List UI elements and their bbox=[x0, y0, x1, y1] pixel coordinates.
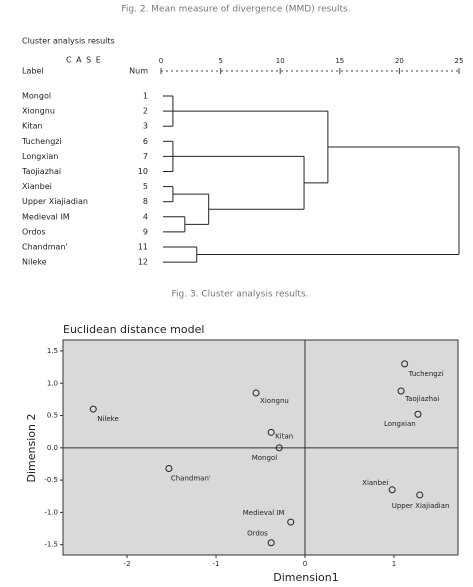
point-label: Taojiazhai bbox=[404, 395, 439, 403]
label-header: Label bbox=[22, 67, 44, 76]
leaf-label: Xianbei bbox=[22, 182, 52, 191]
x-tick-label: -1 bbox=[213, 560, 220, 568]
leaf-num: 3 bbox=[143, 122, 148, 131]
point bbox=[287, 518, 295, 526]
x-tick-label: 0 bbox=[159, 57, 163, 65]
point bbox=[89, 405, 97, 413]
point bbox=[401, 360, 409, 368]
leaf-num: 7 bbox=[143, 152, 148, 161]
leaf-label: Longxian bbox=[22, 152, 58, 161]
point-label: Medieval IM bbox=[243, 509, 285, 517]
leaf-num: 1 bbox=[143, 92, 148, 101]
point-label: Kitan bbox=[275, 432, 293, 440]
y-tick-label: -1.5 bbox=[44, 541, 58, 549]
dendrogram-title: Cluster analysis results bbox=[22, 37, 115, 46]
point-label: Upper Xiajiadian bbox=[392, 502, 450, 510]
leaf-label: Tuchengzi bbox=[21, 137, 62, 146]
leaf-num: 2 bbox=[143, 107, 148, 116]
x-tick-label: 15 bbox=[335, 57, 344, 65]
leaf-label: Medieval IM bbox=[22, 212, 70, 221]
num-header: Num bbox=[129, 67, 148, 76]
leaf-label: Chandman' bbox=[22, 243, 68, 252]
point-label: Mongol bbox=[252, 454, 277, 462]
leaf-label: Nileke bbox=[22, 258, 47, 267]
caption: Fig. 3. Cluster analysis results. bbox=[171, 290, 308, 300]
caption: Fig. 2. Mean measure of divergence (MMD)… bbox=[121, 5, 350, 15]
leaf-num: 4 bbox=[143, 212, 148, 221]
leaf-num: 8 bbox=[143, 197, 148, 206]
leaf-label: Ordos bbox=[22, 227, 46, 236]
point-label: Chandman' bbox=[171, 474, 211, 482]
point bbox=[267, 428, 275, 436]
y-tick-label: 1.5 bbox=[47, 347, 58, 355]
scatter-title: Euclidean distance model bbox=[63, 323, 204, 336]
x-tick-label: 5 bbox=[218, 57, 222, 65]
point bbox=[275, 444, 283, 452]
leaf-label: Taojiazhai bbox=[21, 167, 61, 176]
y-tick-label: 1.0 bbox=[47, 379, 58, 387]
point bbox=[267, 539, 275, 547]
point-label: Ordos bbox=[247, 530, 268, 538]
leaf-num: 10 bbox=[138, 167, 148, 176]
leaf-label: Xiongnu bbox=[22, 107, 55, 116]
x-tick-label: 10 bbox=[276, 57, 285, 65]
point bbox=[388, 486, 396, 494]
x-axis-label: Dimension1 bbox=[273, 571, 338, 584]
x-tick-label: 25 bbox=[455, 57, 464, 65]
leaf-label: Kitan bbox=[22, 122, 43, 131]
y-tick-label: 0.5 bbox=[47, 412, 58, 420]
point bbox=[416, 491, 424, 499]
case-header: C A S E bbox=[66, 56, 102, 65]
point-label: Xianbei bbox=[362, 479, 388, 487]
leaf-num: 11 bbox=[138, 243, 148, 252]
x-tick-label: -2 bbox=[124, 560, 131, 568]
y-tick-label: -1.0 bbox=[44, 508, 58, 516]
y-axis-label: Dimension 2 bbox=[25, 414, 38, 483]
x-tick-label: 20 bbox=[395, 57, 404, 65]
leaf-label: Mongol bbox=[22, 92, 51, 101]
leaf-num: 12 bbox=[138, 258, 148, 267]
x-tick-label: 0 bbox=[303, 560, 307, 568]
y-tick-label: -0.5 bbox=[44, 476, 58, 484]
y-tick-label: 0.0 bbox=[47, 444, 58, 452]
point bbox=[414, 410, 422, 418]
leaf-num: 6 bbox=[143, 137, 148, 146]
point-label: Xiongnu bbox=[260, 397, 289, 405]
point-label: Nileke bbox=[97, 415, 119, 423]
point bbox=[165, 464, 173, 472]
x-tick-label: 1 bbox=[392, 560, 396, 568]
leaf-num: 5 bbox=[143, 182, 148, 191]
point bbox=[397, 387, 405, 395]
leaf-num: 9 bbox=[143, 227, 148, 236]
point-label: Longxian bbox=[384, 420, 416, 428]
point-label: Tuchengzi bbox=[408, 370, 444, 378]
leaf-label: Upper Xiajiadian bbox=[22, 197, 88, 206]
point bbox=[252, 389, 260, 397]
